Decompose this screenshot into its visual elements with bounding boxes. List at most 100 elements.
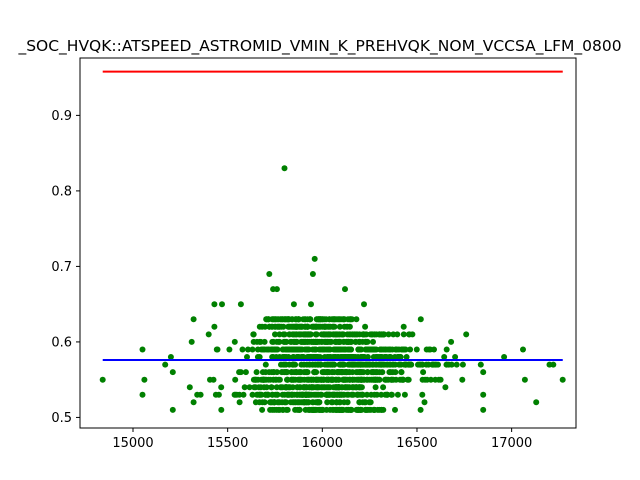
- scatter-point: [422, 376, 429, 383]
- scatter-point: [550, 361, 557, 368]
- scatter-point: [326, 346, 333, 353]
- scatter-point: [376, 376, 383, 383]
- scatter-point: [278, 369, 285, 376]
- scatter-point: [264, 316, 271, 323]
- scatter-point: [273, 354, 280, 360]
- scatter-point: [318, 376, 325, 383]
- scatter-point: [139, 346, 146, 353]
- x-tick-label: 16000: [302, 436, 343, 451]
- scatter-point: [190, 316, 197, 323]
- scatter-point: [262, 361, 269, 368]
- scatter-point: [275, 406, 282, 413]
- scatter-point: [336, 361, 343, 368]
- scatter-point: [357, 384, 364, 391]
- scatter-point: [249, 346, 256, 353]
- scatter-point: [392, 406, 398, 413]
- scatter-point: [384, 391, 391, 398]
- scatter-point: [423, 346, 430, 353]
- scatter-point: [290, 361, 296, 368]
- scatter-point: [301, 399, 308, 406]
- scatter-point: [277, 316, 284, 323]
- scatter-point: [323, 384, 330, 391]
- scatter-point: [290, 354, 297, 360]
- scatter-point: [453, 361, 460, 368]
- scatter-point: [308, 354, 315, 360]
- scatter-point: [269, 354, 276, 360]
- scatter-point: [306, 391, 313, 398]
- scatter-point: [417, 406, 424, 413]
- scatter-point: [281, 338, 288, 345]
- scatter-point: [245, 346, 251, 353]
- scatter-point: [344, 399, 351, 406]
- scatter-point: [385, 376, 392, 383]
- scatter-point: [380, 384, 387, 391]
- scatter-point: [239, 346, 246, 353]
- scatter-point: [369, 331, 376, 338]
- scatter-point: [212, 391, 219, 398]
- y-tick-label: 0.6: [51, 335, 72, 350]
- scatter-point: [363, 346, 370, 353]
- scatter-point: [194, 391, 201, 398]
- scatter-point: [358, 376, 365, 383]
- scatter-point: [381, 361, 388, 368]
- scatter-point: [480, 369, 487, 376]
- scatter-point: [353, 316, 360, 323]
- scatter-point: [459, 361, 466, 368]
- scatter-point: [283, 384, 290, 391]
- scatter-point: [341, 323, 348, 330]
- scatter-point: [276, 399, 283, 406]
- scatter-point: [403, 354, 410, 360]
- scatter-point: [400, 323, 407, 330]
- scatter-point: [316, 406, 323, 413]
- scatter-point: [351, 361, 358, 368]
- scatter-point: [348, 391, 355, 398]
- scatter-point: [308, 376, 315, 383]
- scatter-point: [250, 331, 257, 338]
- scatter-point: [372, 369, 379, 376]
- scatter-point: [261, 399, 268, 406]
- scatter-point: [343, 406, 350, 413]
- scatter-point: [359, 391, 366, 398]
- scatter-point: [312, 399, 319, 406]
- plot-area: [99, 70, 566, 413]
- scatter-point: [360, 331, 367, 338]
- scatter-point: [308, 384, 315, 391]
- scatter-point: [211, 323, 218, 330]
- scatter-point: [396, 361, 403, 368]
- scatter-point: [401, 391, 408, 398]
- scatter-point: [327, 323, 334, 330]
- scatter-point: [328, 399, 335, 406]
- scatter-point: [343, 376, 349, 383]
- scatter-point: [309, 323, 316, 330]
- scatter-point: [324, 361, 331, 368]
- scatter-point: [312, 361, 319, 368]
- scatter-point: [269, 346, 276, 353]
- scatter-point: [231, 391, 238, 398]
- y-axis: 0.5 0.6 0.7 0.8 0.9: [51, 109, 80, 426]
- scatter-point: [379, 369, 386, 376]
- scatter-point: [253, 369, 260, 376]
- scatter-point: [330, 406, 337, 413]
- scatter-point: [300, 316, 307, 323]
- scatter-point: [372, 384, 379, 391]
- scatter-point: [330, 354, 337, 360]
- scatter-point: [323, 331, 330, 338]
- scatter-point: [303, 369, 310, 376]
- scatter-point: [378, 406, 385, 413]
- scatter-point: [205, 331, 212, 338]
- scatter-point: [348, 406, 355, 413]
- scatter-point: [357, 406, 364, 413]
- scatter-point: [290, 301, 297, 308]
- scatter-point: [313, 331, 320, 338]
- scatter-point: [379, 331, 386, 338]
- scatter-point: [329, 376, 336, 383]
- scatter-point: [386, 346, 393, 353]
- scatter-point: [246, 384, 253, 391]
- scatter-point: [520, 346, 526, 353]
- scatter-point: [335, 331, 342, 338]
- scatter-point: [347, 346, 354, 353]
- scatter-point: [311, 255, 318, 262]
- scatter-point: [263, 391, 270, 398]
- scatter-point: [277, 384, 284, 391]
- scatter-point: [394, 391, 401, 398]
